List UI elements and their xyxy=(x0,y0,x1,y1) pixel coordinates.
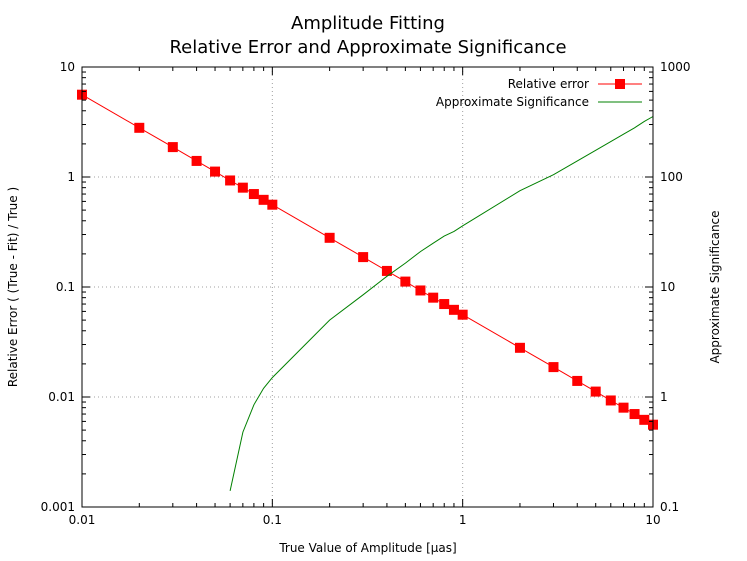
data-point-relative-error xyxy=(258,194,269,205)
x-axis-label: True Value of Amplitude [μas] xyxy=(278,541,456,555)
data-point-relative-error xyxy=(358,252,369,263)
data-point-relative-error xyxy=(514,342,525,353)
data-point-relative-error xyxy=(237,182,248,193)
data-point-relative-error xyxy=(548,362,559,373)
data-point-relative-error xyxy=(381,265,392,276)
data-point-relative-error xyxy=(457,309,468,320)
y2-axis-label: Approximate Significance xyxy=(708,210,722,363)
y2-tick-label: 1 xyxy=(660,390,668,404)
x-tick-label: 0.01 xyxy=(69,513,96,527)
data-point-relative-error xyxy=(210,166,221,177)
y-tick-label: 0.1 xyxy=(56,280,75,294)
y2-tick-label: 1000 xyxy=(660,60,691,74)
data-point-relative-error xyxy=(428,292,439,303)
data-point-relative-error xyxy=(639,414,650,425)
data-point-relative-error xyxy=(400,276,411,287)
data-point-relative-error xyxy=(167,142,178,153)
y-axis-label: Relative Error ( (True - Fit) / True ) xyxy=(6,187,20,387)
y2-tick-label: 0.1 xyxy=(660,500,679,514)
data-point-relative-error xyxy=(590,386,601,397)
x-tick-label: 1 xyxy=(459,513,467,527)
data-point-relative-error xyxy=(267,199,278,210)
legend-label-relative-error: Relative error xyxy=(508,77,589,91)
data-point-relative-error xyxy=(448,304,459,315)
series-line-approximate-significance xyxy=(229,116,654,492)
series-line-relative-error xyxy=(81,94,654,426)
data-point-relative-error xyxy=(439,299,450,310)
y-tick-label: 1 xyxy=(67,170,75,184)
x-tick-label: 10 xyxy=(645,513,660,527)
legend: Relative error Approximate Significance xyxy=(436,77,642,109)
data-point-relative-error xyxy=(191,155,202,166)
legend-label-significance: Approximate Significance xyxy=(436,95,589,109)
y-tick-label: 0.001 xyxy=(41,500,75,514)
x-tick-label: 0.1 xyxy=(263,513,282,527)
data-point-relative-error xyxy=(225,175,236,186)
legend-marker-relative-error xyxy=(615,79,625,89)
y-tick-label: 10 xyxy=(60,60,75,74)
y2-tick-label: 100 xyxy=(660,170,683,184)
grid xyxy=(82,67,653,507)
data-point-relative-error xyxy=(629,409,640,420)
data-point-relative-error xyxy=(415,285,426,296)
data-point-relative-error xyxy=(248,189,259,200)
chart-title: Amplitude Fitting xyxy=(291,13,445,34)
chart-subtitle: Relative Error and Approximate Significa… xyxy=(169,37,566,58)
data-point-relative-error xyxy=(324,232,335,243)
series-layer xyxy=(77,89,658,492)
data-point-relative-error xyxy=(134,122,145,133)
data-point-relative-error xyxy=(572,375,583,386)
data-point-relative-error xyxy=(605,395,616,406)
y2-tick-label: 10 xyxy=(660,280,675,294)
data-point-relative-error xyxy=(618,402,629,413)
y-tick-label: 0.01 xyxy=(48,390,75,404)
plot-frame xyxy=(81,66,654,508)
